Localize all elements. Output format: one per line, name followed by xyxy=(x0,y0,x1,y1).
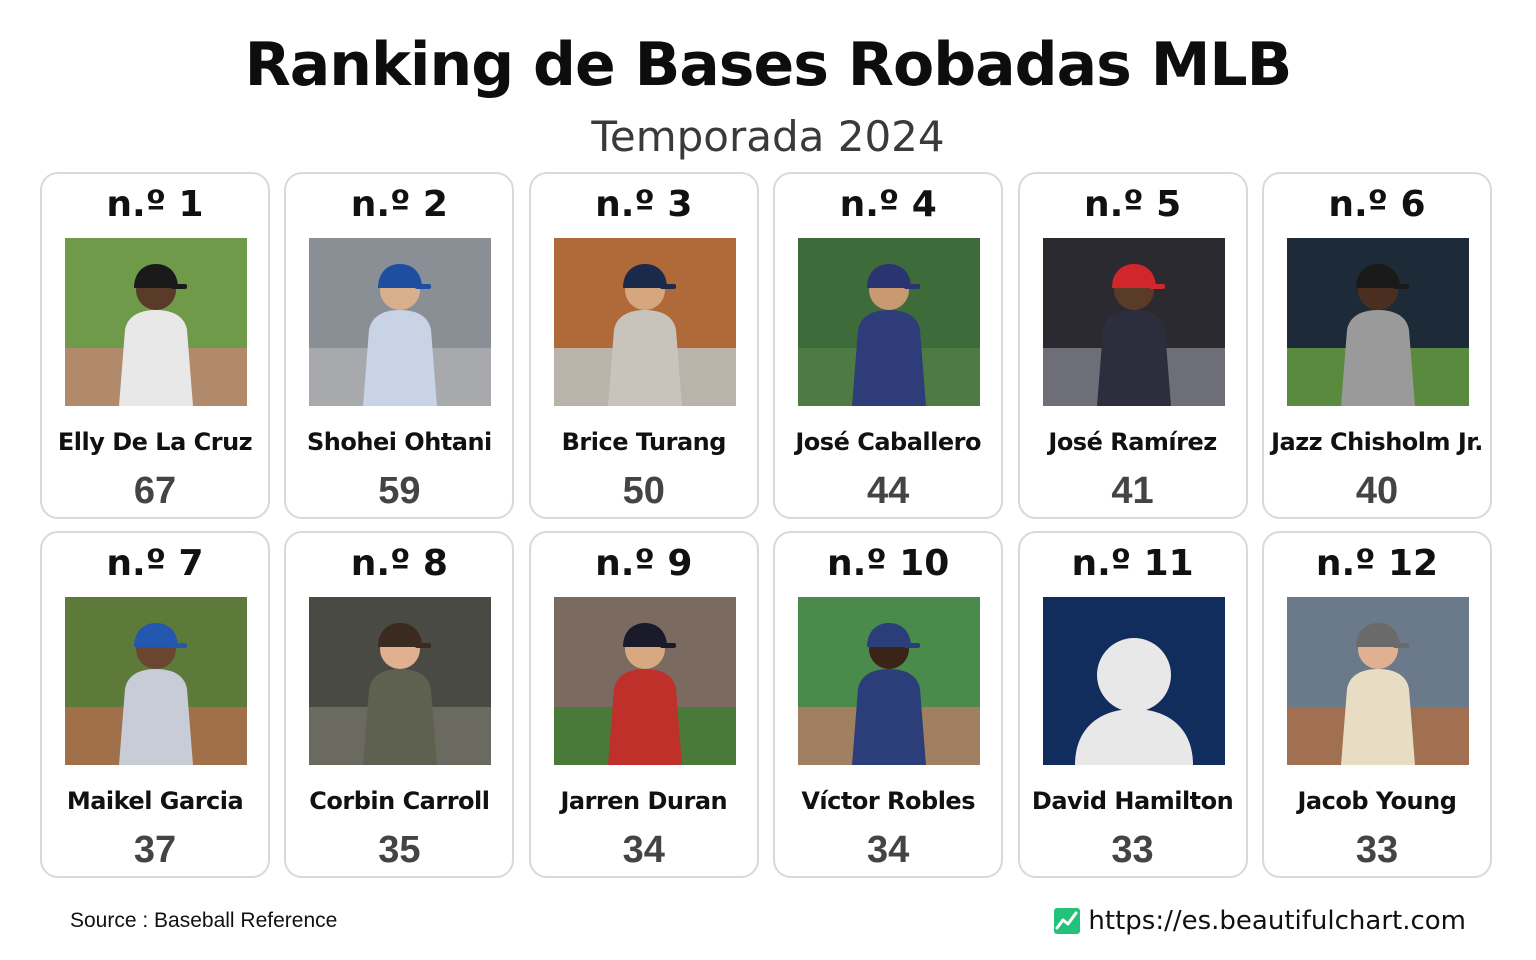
player-card: n.º 1 Elly De La Cruz 67 xyxy=(40,172,270,519)
page-subtitle: Temporada 2024 xyxy=(591,112,945,161)
stolen-bases-value: 33 xyxy=(1355,829,1399,871)
player-photo xyxy=(798,597,981,765)
rank-label: n.º 5 xyxy=(1083,184,1182,225)
player-photo xyxy=(309,597,492,765)
stolen-bases-value: 33 xyxy=(1111,829,1154,871)
player-card: n.º 11 David Hamilton 33 xyxy=(1017,531,1248,878)
rank-label: n.º 8 xyxy=(350,543,448,584)
player-photo xyxy=(1286,238,1469,406)
line-chart-icon xyxy=(1054,908,1081,934)
player-photo xyxy=(1286,597,1469,765)
player-name: Jarren Duran xyxy=(560,787,728,815)
player-photo xyxy=(1042,238,1225,406)
site-url[interactable]: https://es.beautifulchart.com xyxy=(1088,906,1466,936)
player-name: Jacob Young xyxy=(1297,787,1457,815)
source-note: Source : Baseball Reference xyxy=(70,909,338,932)
stolen-bases-value: 40 xyxy=(1355,470,1399,512)
rank-label: n.º 2 xyxy=(350,184,448,225)
rank-label: n.º 11 xyxy=(1071,543,1194,584)
stolen-bases-value: 50 xyxy=(622,470,665,512)
player-card: n.º 9 Jarren Duran 34 xyxy=(528,531,759,878)
rank-label: n.º 3 xyxy=(595,184,693,225)
rank-label: n.º 10 xyxy=(827,543,950,584)
player-card: n.º 12 Jacob Young 33 xyxy=(1261,531,1492,878)
player-name: Víctor Robles xyxy=(801,787,975,815)
page-title: Ranking de Bases Robadas MLB xyxy=(244,30,1293,100)
stolen-bases-value: 37 xyxy=(133,829,177,871)
player-name: José Ramírez xyxy=(1048,428,1217,456)
rank-label: n.º 12 xyxy=(1315,543,1439,584)
player-card: n.º 6 Jazz Chisholm Jr. 40 xyxy=(1261,172,1492,519)
rank-label: n.º 1 xyxy=(106,184,204,225)
stolen-bases-value: 41 xyxy=(1111,470,1154,512)
stolen-bases-value: 67 xyxy=(133,470,177,512)
player-name: Brice Turang xyxy=(561,428,727,456)
rank-label: n.º 6 xyxy=(1328,184,1426,225)
player-card: n.º 8 Corbin Carroll 35 xyxy=(284,531,515,878)
stolen-bases-value: 34 xyxy=(622,829,665,871)
player-photo xyxy=(1042,597,1225,765)
rank-label: n.º 9 xyxy=(595,543,693,584)
site-link[interactable]: https://es.beautifulchart.com xyxy=(1054,906,1466,936)
player-name: Corbin Carroll xyxy=(309,787,490,815)
player-photo xyxy=(798,238,981,406)
stolen-bases-value: 44 xyxy=(867,470,910,512)
stolen-bases-value: 35 xyxy=(378,829,421,871)
rank-label: n.º 4 xyxy=(839,184,937,225)
player-card: n.º 4 José Caballero 44 xyxy=(773,172,1004,519)
player-card: n.º 7 Maikel Garcia 37 xyxy=(40,531,270,878)
player-name: José Caballero xyxy=(795,428,981,456)
player-photo xyxy=(309,238,492,406)
ranking-grid: n.º 1 Elly De La Cruz 67 n.º 2 Shohei Ohtani… xyxy=(40,172,1492,878)
rank-label: n.º 7 xyxy=(106,543,204,584)
player-name: Shohei Ohtani xyxy=(307,428,492,456)
player-photo xyxy=(553,597,736,765)
player-card: n.º 10 Víctor Robles 34 xyxy=(773,531,1004,878)
player-name: Jazz Chisholm Jr. xyxy=(1271,428,1483,456)
player-name: Elly De La Cruz xyxy=(57,428,253,456)
player-card: n.º 3 Brice Turang 50 xyxy=(528,172,759,519)
stolen-bases-value: 59 xyxy=(378,470,421,512)
player-photo xyxy=(65,238,247,406)
player-card: n.º 5 José Ramírez 41 xyxy=(1017,172,1248,519)
player-name: Maikel Garcia xyxy=(66,787,244,815)
player-name: David Hamilton xyxy=(1031,787,1234,815)
player-card: n.º 2 Shohei Ohtani 59 xyxy=(284,172,515,519)
stolen-bases-value: 34 xyxy=(867,829,910,871)
player-photo xyxy=(553,238,736,406)
player-photo xyxy=(65,597,247,765)
